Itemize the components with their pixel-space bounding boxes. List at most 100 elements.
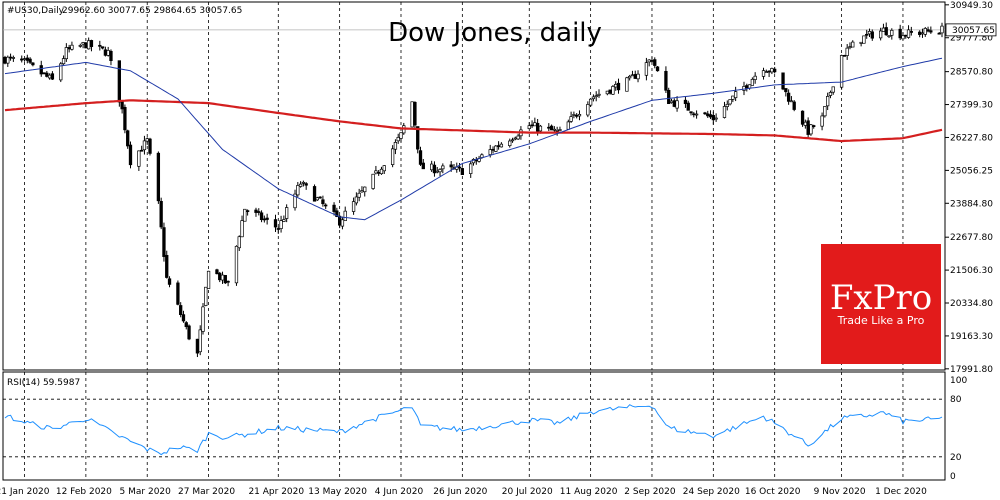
candle-body <box>39 65 43 75</box>
fxpro-logo: FxPro Trade Like a Pro <box>821 244 941 364</box>
candle-body <box>664 70 668 91</box>
candle-body <box>692 113 696 116</box>
candle-body <box>826 96 830 107</box>
candle-body <box>597 93 601 96</box>
ma-slow-line <box>4 99 943 143</box>
candle-body <box>887 35 891 38</box>
date-tick-label: 12 Feb 2020 <box>56 487 112 497</box>
candle-body <box>594 95 598 98</box>
rsi-indicator <box>4 404 943 456</box>
candle-body <box>81 42 85 45</box>
candle-body <box>218 272 222 281</box>
candle-body <box>438 169 442 173</box>
candle-body <box>703 112 707 115</box>
candle-body <box>435 170 439 173</box>
candle-body <box>672 100 676 107</box>
candle-body <box>527 125 531 130</box>
chart-title: Dow Jones, daily <box>388 18 602 48</box>
candle-body <box>558 129 562 131</box>
candle-body <box>628 75 632 79</box>
candle-body <box>89 40 94 47</box>
candle-body <box>722 106 727 118</box>
logo-tagline: Trade Like a Pro <box>837 314 925 327</box>
candle-body <box>605 90 610 95</box>
candle-body <box>61 58 66 65</box>
price-tick-label: 20334.80 <box>950 299 993 309</box>
rsi-tick-label: 20 <box>950 453 962 463</box>
candle-body <box>937 32 941 35</box>
candle-body <box>223 274 227 284</box>
date-tick-label: 5 Mar 2020 <box>120 487 172 497</box>
candle-body <box>215 269 219 275</box>
rsi-label: RSI(14) 59.5987 <box>7 378 80 388</box>
candle-body <box>831 86 835 93</box>
candle-body <box>117 60 121 103</box>
candle-body <box>167 278 172 285</box>
header-symbol: #US30,Daily <box>7 6 65 16</box>
candle-body <box>410 101 414 128</box>
candle-body <box>262 218 266 221</box>
candle-body <box>555 130 559 132</box>
candle-body <box>332 204 336 212</box>
price-tick-label: 28570.80 <box>950 68 993 78</box>
candle-body <box>633 74 637 79</box>
candle-body <box>282 219 286 222</box>
candle-body <box>3 56 7 64</box>
current-price-label: 30057.65 <box>952 26 995 36</box>
candle-body <box>42 72 46 75</box>
candle-body <box>304 183 308 186</box>
candle-body <box>137 150 141 167</box>
candle-body <box>689 111 693 114</box>
candle-body <box>909 31 913 33</box>
candle-body <box>575 114 579 117</box>
candle-body <box>923 28 927 35</box>
candle-body <box>374 170 378 174</box>
candle-body <box>499 143 504 148</box>
candle-body <box>396 137 400 142</box>
candle-body <box>59 63 63 81</box>
candle-body <box>711 115 715 121</box>
candle-body <box>259 212 264 221</box>
candle-body <box>321 199 325 205</box>
price-tick-label: 25056.25 <box>950 166 993 176</box>
date-tick-label: 21 Apr 2020 <box>248 487 304 497</box>
candle-body <box>803 121 808 126</box>
candle-body <box>862 35 866 44</box>
candle-body <box>920 32 925 35</box>
candle-body <box>50 73 55 80</box>
candle-body <box>881 27 886 32</box>
candle-body <box>586 104 590 116</box>
candle-body <box>460 168 464 176</box>
candle-body <box>650 60 654 62</box>
candle-body <box>845 47 849 56</box>
candle-body <box>745 85 749 89</box>
candle-body <box>148 138 152 154</box>
candle-body <box>784 88 788 93</box>
candle-body <box>257 211 261 213</box>
candle-body <box>792 101 796 110</box>
date-tick-label: 27 Mar 2020 <box>178 487 235 497</box>
candle-body <box>890 29 894 36</box>
candle-body <box>296 185 300 196</box>
current-price-box <box>945 23 997 37</box>
candle-body <box>357 192 361 198</box>
candle-body <box>70 44 74 50</box>
candle-body <box>929 30 933 33</box>
date-tick-label: 20 Jul 2020 <box>502 487 553 497</box>
candle-body <box>184 322 188 328</box>
logo-brand: FxPro <box>830 278 932 318</box>
candle-body <box>276 228 280 230</box>
candle-body <box>901 35 905 40</box>
candle-body <box>195 338 200 354</box>
candle-body <box>240 220 244 238</box>
candle-body <box>625 77 629 92</box>
candle-body <box>430 163 434 171</box>
candle-body <box>731 95 735 100</box>
candle-body <box>67 47 71 50</box>
price-tick-label: 30949.30 <box>950 1 993 11</box>
candle-body <box>591 96 596 100</box>
candle-body <box>770 68 774 73</box>
candle-body <box>647 59 651 63</box>
candle-body <box>669 100 674 103</box>
candle-body <box>761 70 766 77</box>
